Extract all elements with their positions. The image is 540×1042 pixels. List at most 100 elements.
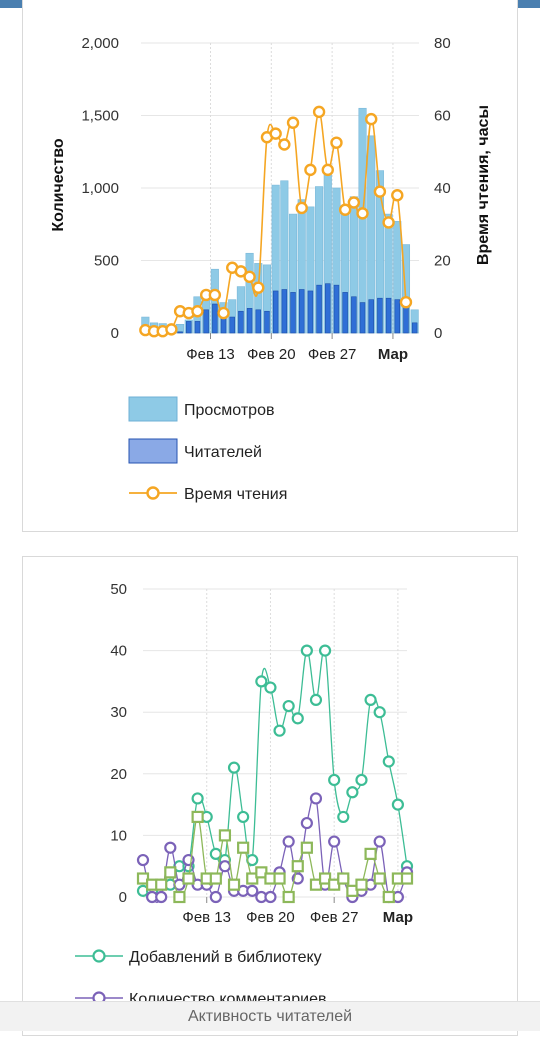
bar-views <box>358 107 367 334</box>
point-reading-time <box>391 189 404 202</box>
series-point-2 <box>209 872 222 885</box>
legend-marker-0 <box>92 949 106 963</box>
bar-readers <box>342 292 348 334</box>
x-tick-label: Фев 13 <box>182 909 231 926</box>
series-point-0 <box>255 675 268 688</box>
series-point-2 <box>173 890 186 904</box>
series-point-0 <box>291 712 304 725</box>
series-point-1 <box>300 816 313 830</box>
series-point-2 <box>136 872 150 885</box>
y-tick-label: 2,000 <box>81 35 119 52</box>
series-point-0 <box>309 693 323 706</box>
bar-readers <box>238 310 244 334</box>
series-point-2 <box>155 878 168 891</box>
y2-tick-label: 0 <box>434 325 442 342</box>
point-reading-time <box>356 207 369 220</box>
bar-readers <box>281 289 288 334</box>
bar-readers <box>325 283 331 334</box>
point-reading-time <box>312 105 326 119</box>
bar-readers <box>394 299 401 334</box>
point-reading-time <box>286 116 300 129</box>
point-reading-time <box>338 203 352 216</box>
series-point-0 <box>364 693 377 706</box>
point-reading-time <box>330 136 343 149</box>
x-tick-label: Фев 27 <box>310 909 359 926</box>
point-reading-time <box>365 112 378 126</box>
bar-readers <box>359 302 366 334</box>
bar-readers <box>333 284 340 334</box>
legend-label-views: Просмотров <box>184 402 274 419</box>
series-point-2 <box>300 841 313 854</box>
series-point-2 <box>164 866 177 879</box>
bar-readers <box>307 290 314 334</box>
series-point-2 <box>346 884 359 897</box>
y-axis-title: Количество <box>50 138 67 231</box>
point-reading-time <box>373 185 387 198</box>
series-point-1 <box>209 890 222 904</box>
y-tick-label: 30 <box>110 704 127 721</box>
bar-readers <box>177 331 183 334</box>
legend-label-readers: Читателей <box>184 444 262 461</box>
series-point-0 <box>227 761 241 774</box>
bar-readers <box>368 299 374 334</box>
bottom-tab-label[interactable]: Активность читателей <box>0 1001 540 1031</box>
bar-readers <box>203 309 209 334</box>
bar-readers <box>290 292 296 334</box>
series-point-0 <box>300 644 313 657</box>
x-tick-label: Мар <box>378 346 408 363</box>
series-point-0 <box>282 699 295 713</box>
series-point-1 <box>282 835 295 848</box>
series-point-0 <box>391 798 404 811</box>
series-point-2 <box>291 860 304 873</box>
y-tick-label: 1,000 <box>81 180 119 197</box>
chart-panel-activity: 50 40 30 20 10 0 Фев 13 Фев 20 Фев 27 Мар Добавлен… <box>22 556 518 1036</box>
series-point-2 <box>237 841 250 854</box>
y-tick-label: 40 <box>110 643 127 660</box>
point-reading-time <box>165 323 178 336</box>
point-reading-time <box>321 163 334 177</box>
point-reading-time <box>252 281 265 294</box>
bar-readers <box>194 321 201 334</box>
bar-readers <box>377 297 383 334</box>
y2-tick-label: 80 <box>434 35 451 52</box>
point-reading-time <box>269 127 282 140</box>
series-point-2 <box>246 872 259 885</box>
point-reading-time <box>217 306 230 320</box>
series-point-2 <box>191 810 204 824</box>
bar-readers <box>264 310 270 334</box>
y-tick-label: 1,500 <box>81 108 119 125</box>
x-tick-label: Фев 27 <box>308 346 357 363</box>
y2-axis-title: Время чтения, часы <box>475 105 492 265</box>
series-point-2 <box>400 872 414 885</box>
series-point-0 <box>355 773 368 787</box>
series-point-0 <box>346 786 359 799</box>
series-point-2 <box>355 878 368 891</box>
bar-readers <box>316 284 322 334</box>
y-tick-label: 50 <box>110 581 127 598</box>
legend-marker-reading <box>146 486 160 500</box>
series-point-0 <box>328 773 341 787</box>
bar-readers <box>255 309 262 334</box>
x-tick-label: Мар <box>383 909 413 926</box>
y-tick-label: 500 <box>94 253 119 270</box>
bar-readers <box>212 303 218 334</box>
bar-readers <box>246 308 253 334</box>
series-point-2 <box>309 878 323 891</box>
bar-readers <box>351 296 357 334</box>
y-tick-label: 20 <box>110 766 127 783</box>
point-reading-time <box>399 295 413 309</box>
series-point-0 <box>191 792 204 805</box>
series-point-2 <box>364 847 377 860</box>
chart-activity: 50 40 30 20 10 0 Фев 13 Фев 20 Фев 27 Мар Добавлен… <box>75 581 414 1008</box>
legend-swatch-views <box>128 396 178 422</box>
series-point-2 <box>382 890 395 904</box>
x-tick-label: Фев 20 <box>246 909 295 926</box>
point-reading-time <box>347 196 361 209</box>
point-reading-time <box>191 305 204 318</box>
point-reading-time <box>304 163 317 177</box>
series-point-1 <box>328 835 341 848</box>
bar-readers <box>298 289 305 334</box>
legend-label-0: Добавлений в библиотеку <box>129 949 322 966</box>
y-tick-label: 0 <box>119 889 127 906</box>
y2-tick-label: 60 <box>434 108 451 125</box>
